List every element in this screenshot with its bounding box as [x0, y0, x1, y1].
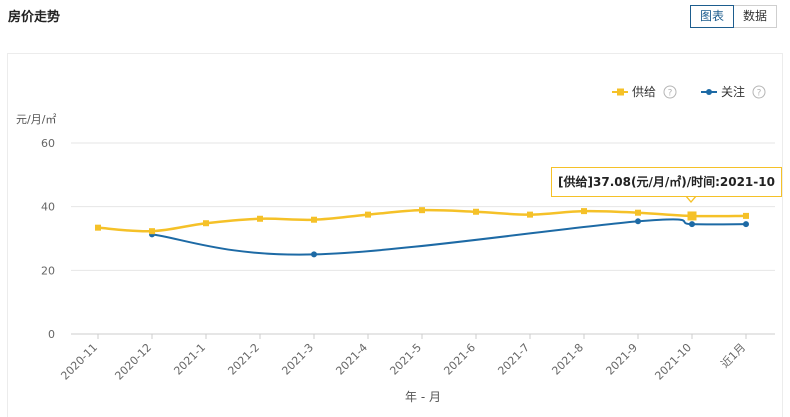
legend-label: 供给 [632, 85, 656, 99]
axes: 0 20 40 60 元/月/㎡ 2020-11 2020-12 2021-1 2021-2 20… [16, 113, 775, 404]
legend: 供给? 关注? [612, 84, 766, 99]
x-tick-label: 2021-2 [225, 341, 262, 378]
y-axis-label: 元/月/㎡ [16, 113, 56, 126]
x-tick-label: 近1月 [718, 341, 748, 371]
supply-point[interactable] [687, 211, 697, 221]
grid [71, 142, 775, 271]
chart-panel [7, 53, 783, 417]
x-tick-label: 2021-3 [279, 341, 316, 378]
help-icon-glyph: ? [757, 89, 762, 99]
x-tick-label: 2021-4 [333, 341, 370, 378]
attention-point[interactable] [689, 221, 695, 228]
supply-point[interactable] [95, 224, 101, 231]
supply-point[interactable] [149, 228, 155, 235]
page-title: 房价走势 [8, 10, 61, 25]
help-icon[interactable]: ? [752, 85, 766, 99]
supply-point[interactable] [419, 207, 425, 214]
supply-point[interactable] [527, 211, 533, 218]
y-tick-label: 0 [48, 328, 55, 341]
supply-point[interactable] [743, 212, 749, 219]
supply-point[interactable] [257, 215, 263, 222]
x-tick-label: 2021-6 [441, 341, 478, 378]
legend-marker [706, 89, 712, 95]
supply-point[interactable] [365, 211, 371, 218]
help-icon-ring [663, 85, 677, 99]
chart-view-button[interactable]: 图表 [690, 5, 735, 28]
x-tick-label: 2021-8 [549, 341, 586, 378]
help-icon-glyph: ? [668, 89, 673, 99]
help-icon-ring [752, 85, 766, 99]
y-tick-label: 20 [41, 264, 55, 277]
legend-label: 关注 [721, 84, 745, 99]
legend-item-supply[interactable]: 供给? [612, 85, 677, 99]
y-tick-label: 40 [41, 201, 55, 214]
attention-point[interactable] [635, 218, 641, 225]
view-toggle: 图表 数据 [690, 5, 778, 28]
data-view-button[interactable]: 数据 [734, 5, 778, 28]
supply-point[interactable] [635, 209, 641, 216]
x-tick-label: 2021-5 [387, 341, 424, 378]
x-tick-label: 2021-7 [495, 341, 532, 378]
data-tooltip: [供给]37.08(元/月/㎡)/时间:2021-10 [551, 167, 782, 197]
legend-marker [617, 88, 624, 96]
supply-point[interactable] [581, 208, 587, 215]
x-axis-label: 年 - 月 [405, 390, 441, 404]
x-tick-label: 2021-9 [603, 341, 640, 378]
attention-point[interactable] [311, 251, 317, 258]
x-tick-label: 2020-12 [112, 341, 154, 383]
tooltip-arrow-inner [686, 195, 696, 201]
y-tick-label: 60 [41, 137, 55, 150]
series [95, 207, 749, 258]
x-tick-label: 2020-11 [58, 341, 100, 383]
x-tick-label: 2021-1 [171, 341, 208, 378]
supply-point[interactable] [311, 216, 317, 223]
attention-series-line [151, 218, 747, 256]
supply-point[interactable] [203, 220, 209, 227]
legend-item-attention[interactable]: 关注? [701, 84, 766, 99]
attention-point[interactable] [743, 221, 749, 228]
x-tick-label: 2021-10 [652, 341, 694, 383]
help-icon[interactable]: ? [663, 85, 677, 99]
supply-point[interactable] [473, 208, 479, 215]
